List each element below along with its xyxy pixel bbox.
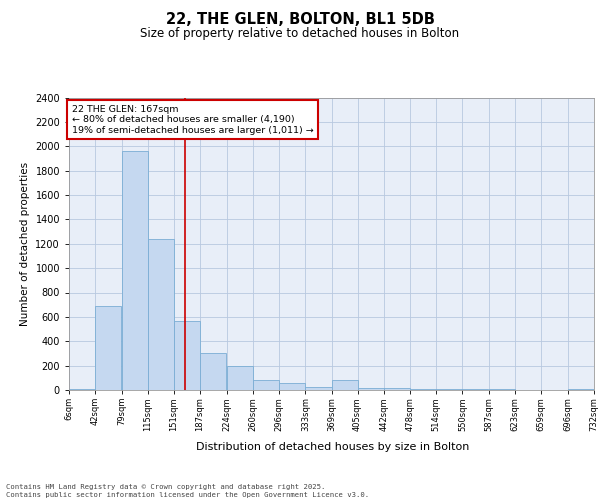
Bar bbox=[148, 239, 174, 390]
Text: Size of property relative to detached houses in Bolton: Size of property relative to detached ho… bbox=[140, 28, 460, 40]
Bar bbox=[122, 151, 148, 390]
Bar bbox=[331, 380, 358, 390]
Text: 22, THE GLEN, BOLTON, BL1 5DB: 22, THE GLEN, BOLTON, BL1 5DB bbox=[166, 12, 434, 28]
Text: Distribution of detached houses by size in Bolton: Distribution of detached houses by size … bbox=[196, 442, 470, 452]
Y-axis label: Number of detached properties: Number of detached properties bbox=[20, 162, 29, 326]
Bar bbox=[279, 384, 305, 390]
Bar bbox=[305, 387, 331, 390]
Bar bbox=[384, 388, 410, 390]
Text: 22 THE GLEN: 167sqm
← 80% of detached houses are smaller (4,190)
19% of semi-det: 22 THE GLEN: 167sqm ← 80% of detached ho… bbox=[72, 105, 314, 134]
Bar bbox=[253, 380, 279, 390]
Bar bbox=[358, 388, 383, 390]
Text: Contains HM Land Registry data © Crown copyright and database right 2025.
Contai: Contains HM Land Registry data © Crown c… bbox=[6, 484, 369, 498]
Bar bbox=[174, 320, 200, 390]
Bar bbox=[95, 306, 121, 390]
Bar bbox=[227, 366, 253, 390]
Bar bbox=[200, 354, 226, 390]
